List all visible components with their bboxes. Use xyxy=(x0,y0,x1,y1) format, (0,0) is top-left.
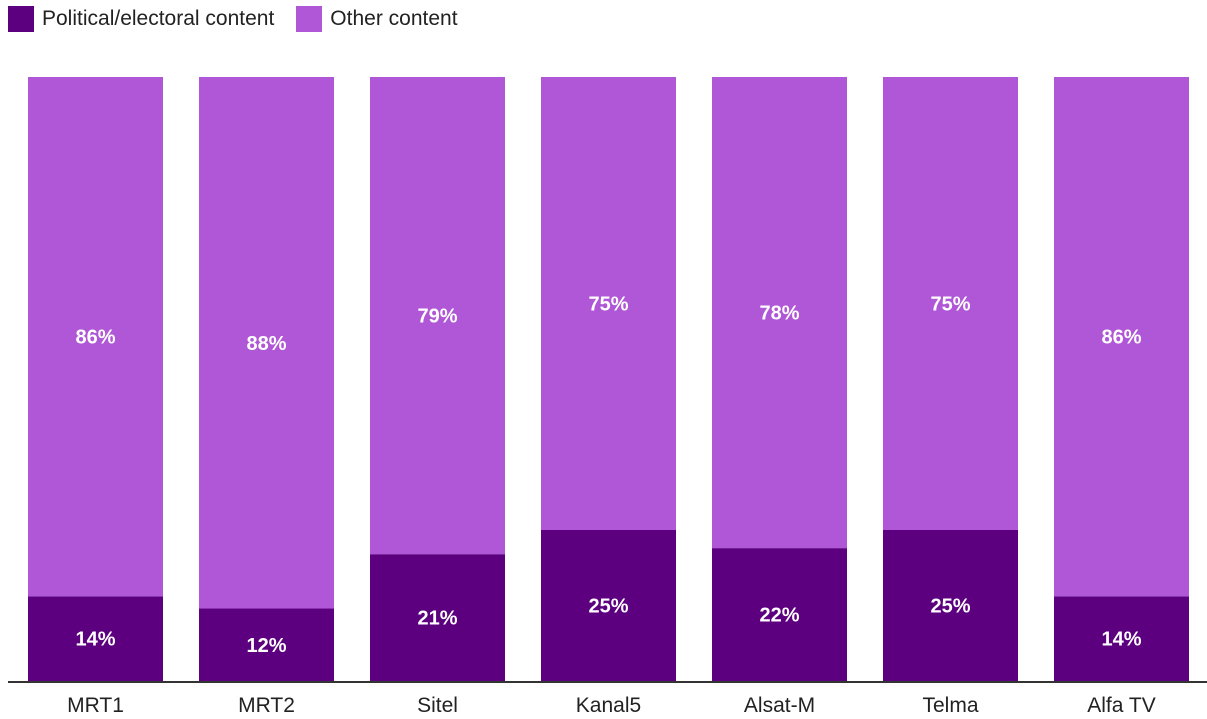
bar-political-mrt2 xyxy=(199,608,334,681)
bar-other-alsat-m xyxy=(712,77,847,549)
data-label-other-alfa-tv: 86% xyxy=(1101,327,1141,349)
data-label-political-alsat-m: 22% xyxy=(759,605,799,627)
data-label-political-mrt1: 14% xyxy=(75,629,115,651)
x-tick-label-kanal5: Kanal5 xyxy=(576,694,641,717)
data-label-political-kanal5: 25% xyxy=(588,596,628,618)
data-label-political-telma: 25% xyxy=(930,596,970,618)
data-label-other-mrt1: 86% xyxy=(75,327,115,349)
bar-political-kanal5 xyxy=(541,530,676,681)
data-label-political-alfa-tv: 14% xyxy=(1101,629,1141,651)
x-tick-label-mrt1: MRT1 xyxy=(67,694,124,717)
data-label-other-mrt2: 88% xyxy=(246,333,286,355)
x-tick-label-alfa-tv: Alfa TV xyxy=(1087,694,1155,717)
bar-other-alfa-tv xyxy=(1054,77,1189,597)
legend-swatch-political xyxy=(8,6,34,32)
legend-label-other: Other content xyxy=(330,7,458,30)
x-tick-label-sitel: Sitel xyxy=(417,694,458,717)
bar-other-telma xyxy=(883,77,1018,530)
bar-other-kanal5 xyxy=(541,77,676,530)
bar-other-mrt2 xyxy=(199,77,334,609)
data-label-other-sitel: 79% xyxy=(417,306,457,328)
data-label-other-alsat-m: 78% xyxy=(759,303,799,325)
data-label-other-telma: 75% xyxy=(930,294,970,316)
bar-other-sitel xyxy=(370,77,505,555)
legend-swatch-other xyxy=(296,6,323,32)
bar-political-telma xyxy=(883,530,1018,681)
legend-label-political: Political/electoral content xyxy=(42,7,275,30)
legend-item-political: Political/electoral content xyxy=(8,6,274,32)
x-tick-label-alsat-m: Alsat-M xyxy=(744,694,815,717)
bar-political-alfa-tv xyxy=(1054,596,1189,681)
bar-political-mrt1 xyxy=(28,596,163,681)
x-tick-label-mrt2: MRT2 xyxy=(238,694,295,717)
bar-political-alsat-m xyxy=(712,548,847,681)
x-tick-label-telma: Telma xyxy=(922,694,978,717)
legend: Political/electoral content Other conten… xyxy=(8,4,480,34)
bar-other-mrt1 xyxy=(28,77,163,597)
data-label-other-kanal5: 75% xyxy=(588,294,628,316)
data-label-political-sitel: 21% xyxy=(417,608,457,630)
data-label-political-mrt2: 12% xyxy=(246,635,286,657)
bar-political-sitel xyxy=(370,554,505,681)
legend-item-other: Other content xyxy=(296,6,458,32)
